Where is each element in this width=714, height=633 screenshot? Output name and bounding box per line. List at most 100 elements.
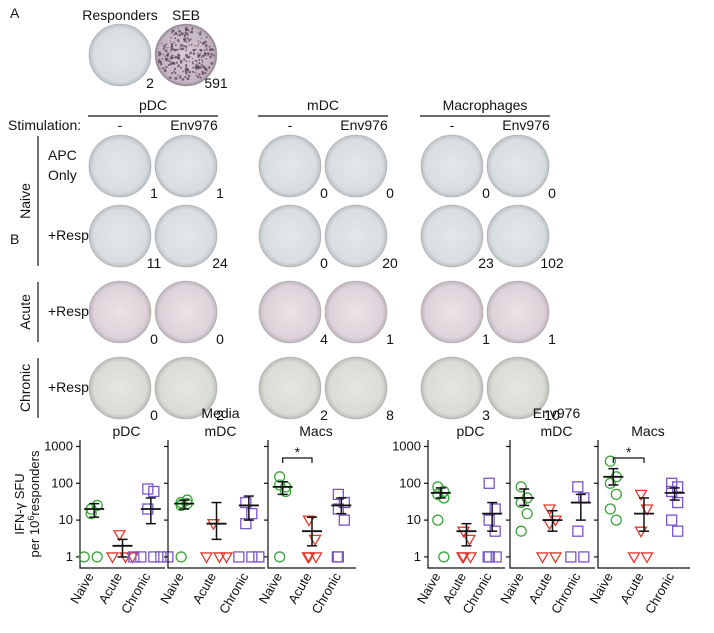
spot xyxy=(164,68,167,71)
y-tick-label: 100 xyxy=(51,475,73,490)
spot xyxy=(163,44,166,48)
stimulation-label: Stimulation: xyxy=(8,117,81,133)
spot-count: 24 xyxy=(212,255,228,271)
spot xyxy=(170,45,174,49)
data-point xyxy=(274,479,286,491)
x-tick-label: Naive xyxy=(157,570,187,606)
spot xyxy=(184,33,187,36)
spot xyxy=(183,58,185,60)
data-point xyxy=(142,483,154,495)
spot-count: 591 xyxy=(204,75,228,91)
spot xyxy=(186,56,190,59)
data-point xyxy=(672,496,684,509)
spot xyxy=(166,57,169,60)
spot xyxy=(168,60,172,63)
data-point xyxy=(438,485,450,498)
spot xyxy=(169,56,173,60)
spot xyxy=(209,48,212,52)
spot-count: 2 xyxy=(216,407,224,423)
spot xyxy=(187,74,191,77)
significance: * xyxy=(626,444,632,460)
spot-count: 2 xyxy=(146,75,154,91)
spot-count: 1 xyxy=(386,331,394,347)
stimulus: Env976 xyxy=(502,117,550,133)
spot xyxy=(194,65,197,68)
spot xyxy=(185,41,188,44)
stimulus: Env976 xyxy=(340,117,388,133)
well xyxy=(486,356,550,420)
x-tick-label: Acute xyxy=(525,570,555,606)
stimulus: Env976 xyxy=(170,117,218,133)
y-tick-label: 100 xyxy=(399,475,421,490)
spot xyxy=(195,74,198,77)
x-tick-label: Naive xyxy=(67,570,97,606)
spot xyxy=(192,52,196,55)
spot xyxy=(187,34,189,37)
spot xyxy=(195,48,197,51)
data-point xyxy=(301,552,315,564)
chart-title: mDC xyxy=(205,423,237,439)
spot xyxy=(186,53,189,56)
spot xyxy=(191,62,194,65)
spot xyxy=(210,56,212,59)
spot xyxy=(173,67,177,71)
spot xyxy=(211,48,213,51)
axes xyxy=(79,440,165,569)
spot xyxy=(177,56,181,60)
data-point xyxy=(91,499,103,512)
data-point xyxy=(672,525,684,537)
data-point xyxy=(308,534,322,547)
spot xyxy=(174,76,178,80)
spot xyxy=(189,51,193,55)
spot-count: 0 xyxy=(320,255,328,271)
spot xyxy=(184,76,186,78)
spot xyxy=(173,41,176,44)
data-point xyxy=(105,552,120,564)
spot-count: 0 xyxy=(320,185,328,201)
spot xyxy=(178,41,180,43)
spot xyxy=(212,54,215,57)
data-point xyxy=(246,551,258,563)
y-axis-label-part: responders xyxy=(27,450,42,516)
spot xyxy=(196,75,200,79)
spot xyxy=(187,69,189,72)
spot xyxy=(174,32,178,35)
spot xyxy=(179,75,182,78)
spot-count: 0 xyxy=(150,331,158,347)
data-point xyxy=(240,518,252,530)
condition: +Resp xyxy=(48,379,89,395)
spot xyxy=(176,38,180,42)
data-point xyxy=(483,514,495,526)
x-tick-label: Chronic xyxy=(216,570,252,617)
data-point xyxy=(640,552,654,564)
data-point xyxy=(148,551,160,563)
x-tick-label: Acute xyxy=(95,570,125,606)
spot xyxy=(171,43,174,45)
spot xyxy=(199,76,202,79)
x-tick-label: Naive xyxy=(414,570,444,606)
well xyxy=(486,204,550,268)
well xyxy=(324,356,388,420)
well xyxy=(420,356,484,420)
spot xyxy=(177,53,180,56)
data-point xyxy=(148,485,160,498)
data-point xyxy=(112,530,127,542)
well-label: SEB xyxy=(172,7,200,23)
spot-count: 1 xyxy=(482,331,490,347)
spot xyxy=(204,72,207,75)
data-point xyxy=(253,551,265,563)
axes xyxy=(427,440,505,569)
spot xyxy=(199,48,203,52)
significance: * xyxy=(295,444,301,460)
spot xyxy=(167,63,171,67)
spot xyxy=(173,30,175,32)
well xyxy=(154,356,218,420)
spot xyxy=(174,44,177,47)
spot xyxy=(182,70,185,73)
y-axis-label-line: IFN-γ SFU xyxy=(12,473,27,534)
data-point xyxy=(432,514,444,526)
axes xyxy=(167,440,265,569)
cell-type: pDC xyxy=(139,97,167,113)
data-point xyxy=(610,488,622,501)
spot-count: 23 xyxy=(478,255,494,271)
